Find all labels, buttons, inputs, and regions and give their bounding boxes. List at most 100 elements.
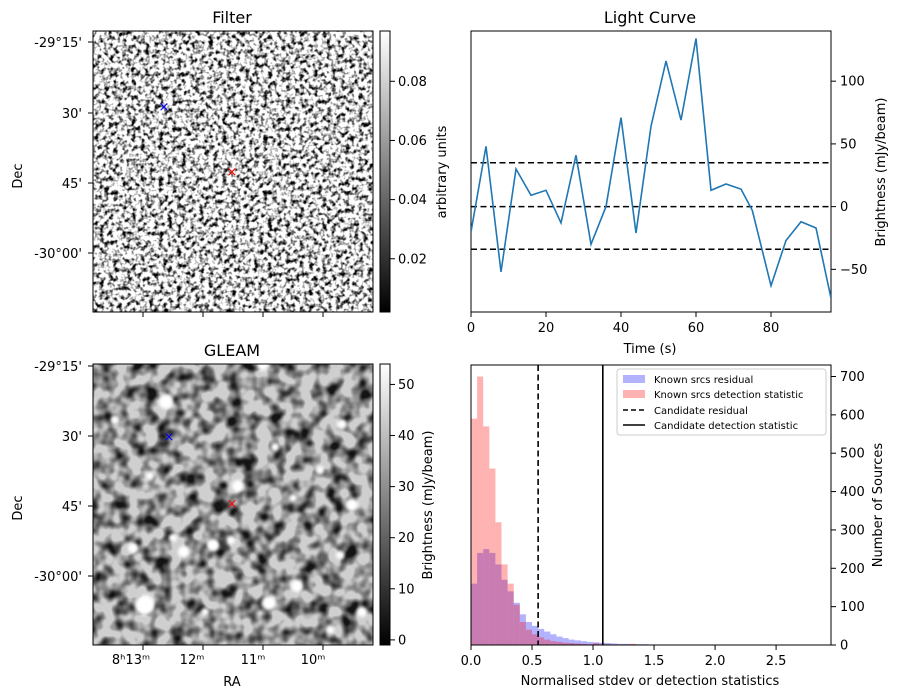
- detection-bar: [556, 641, 563, 645]
- histogram-yticks: 0 100 200 300 400 500 600 700: [831, 370, 865, 654]
- light-curve-axes: [470, 30, 832, 313]
- residual-bar: [562, 638, 569, 645]
- light-curve-ylabel: Brightness (mJy/beam): [874, 98, 889, 247]
- histogram-xtick-label: 1.5: [644, 654, 665, 669]
- histogram-ylabel: Number of Sources: [871, 443, 886, 568]
- filter-title: Filter: [212, 8, 252, 27]
- histogram-xtick-label: 0.0: [461, 654, 482, 669]
- filter-colorbar: [379, 30, 391, 313]
- gleam-marker-red: ×: [227, 497, 238, 512]
- legend-label-residual: Known srcs residual: [654, 375, 753, 386]
- light-curve-yticks: −50 0 50 100: [831, 75, 867, 278]
- legend-box: [616, 368, 827, 436]
- light-curve-xticks: 0 20 40 60 80: [467, 312, 779, 336]
- detection-bar: [501, 564, 508, 645]
- residual-bar: [556, 636, 563, 645]
- residual-bar: [532, 625, 539, 645]
- histogram-legend: Known srcs residual Known srcs detection…: [616, 368, 827, 436]
- detection-bar: [525, 629, 533, 645]
- light-curve-panel: Light Curve 0 20 40 60 80 −50 0 50 100 Time (s)…: [467, 8, 889, 357]
- residual-bar: [617, 643, 624, 645]
- detection-bar: [483, 426, 490, 645]
- histogram-vlines: [537, 365, 604, 645]
- histogram-xtick-label: 0.5: [522, 654, 543, 669]
- gleam-image-frame: [92, 363, 374, 646]
- filter-ylabel: Dec: [11, 163, 26, 188]
- light-curve-ytick-label: 0: [840, 200, 848, 215]
- gleam-xtick-label: 8ʰ13ᵐ: [112, 653, 150, 668]
- histogram-ytick-label: 700: [840, 370, 865, 385]
- gleam-xlabel: RA: [223, 675, 241, 690]
- gleam-xtick-label: 10ᵐ: [301, 653, 326, 668]
- detection-bar: [513, 604, 520, 645]
- histogram-bars: [471, 376, 807, 645]
- light-curve-xlabel: Time (s): [623, 342, 677, 357]
- residual-bar: [568, 639, 575, 645]
- filter-ytick-label: 45': [62, 177, 82, 192]
- filter-marker-blue: ×: [159, 100, 170, 115]
- filter-xticks: [142, 312, 324, 317]
- histogram-xtick-label: 2.0: [705, 654, 726, 669]
- detection-bar: [580, 643, 587, 645]
- detection-bar: [568, 643, 575, 645]
- light-curve-xtick-label: 20: [538, 321, 555, 336]
- histogram-ytick-label: 0: [840, 639, 848, 654]
- histogram-xticks: 0.0 0.5 1.0 1.5 2.0 2.5: [461, 645, 787, 669]
- detection-bar: [495, 522, 502, 645]
- filter-colorbar-tick-label: 0.06: [398, 134, 427, 149]
- gleam-marker-blue: ×: [164, 430, 175, 445]
- gleam-colorbar-tick-label: 40: [398, 429, 415, 444]
- residual-bar: [501, 579, 508, 645]
- light-curve-ytick-label: −50: [840, 263, 867, 278]
- gleam-ytick-label: 45': [62, 500, 82, 515]
- detection-bar: [593, 643, 600, 645]
- legend-label-detection: Known srcs detection statistic: [654, 390, 803, 401]
- residual-bar: [586, 641, 594, 645]
- histogram-xtick-label: 2.5: [766, 654, 787, 669]
- legend-swatch-residual: [623, 375, 645, 383]
- gleam-panel: GLEAM × ×: [11, 341, 436, 690]
- residual-bar: [477, 552, 484, 645]
- detection-bar: [544, 639, 551, 645]
- residual-bar: [495, 564, 502, 645]
- detection-bar: [574, 643, 581, 645]
- residual-bar: [605, 643, 612, 645]
- filter-marker-red: ×: [227, 165, 238, 180]
- histogram-ytick-label: 200: [840, 562, 865, 577]
- gleam-colorbar-tick-label: 30: [398, 480, 415, 495]
- detection-bar: [519, 621, 526, 645]
- residual-bar: [513, 602, 520, 645]
- residual-bar: [525, 621, 533, 645]
- light-curve-line: [471, 38, 831, 299]
- detection-bar: [471, 418, 478, 645]
- residual-bar: [574, 640, 581, 645]
- gleam-colorbar-tick-label: 0: [398, 633, 406, 648]
- light-curve-xtick-label: 80: [763, 321, 780, 336]
- filter-image-frame: [92, 30, 374, 313]
- detection-bar: [562, 642, 569, 645]
- filter-colorbar-tick-label: 0.04: [398, 193, 427, 208]
- histogram-xlabel: Normalised stdev or detection statistics: [521, 674, 780, 689]
- gleam-colorbar-tick-label: 20: [398, 531, 415, 546]
- filter-colorbar-tick-label: 0.02: [398, 252, 427, 267]
- light-curve-hlines: [471, 161, 831, 251]
- histogram-ytick-label: 600: [840, 408, 865, 423]
- gleam-sources: [111, 359, 367, 634]
- residual-bar: [544, 631, 551, 645]
- legend-label-candidate-residual: Candidate residual: [654, 406, 748, 417]
- light-curve-ytick-label: 50: [840, 137, 857, 152]
- gleam-xtick-label: 12ᵐ: [180, 653, 205, 668]
- gleam-colorbar-tick-label: 50: [398, 378, 415, 393]
- detection-bar: [489, 468, 496, 645]
- detection-bar: [629, 643, 636, 645]
- histogram-axes-frame: [470, 364, 832, 646]
- light-curve-xtick-label: 40: [613, 321, 630, 336]
- filter-ytick-label: -29°15': [34, 36, 82, 51]
- gleam-colorbar-label: Brightness (mJy/beam): [421, 431, 436, 580]
- residual-bar: [623, 643, 630, 645]
- filter-image-noise: [93, 31, 373, 312]
- residual-bar: [580, 641, 587, 645]
- light-curve-series: [471, 38, 831, 299]
- filter-colorbar-label: arbitrary units: [435, 125, 450, 218]
